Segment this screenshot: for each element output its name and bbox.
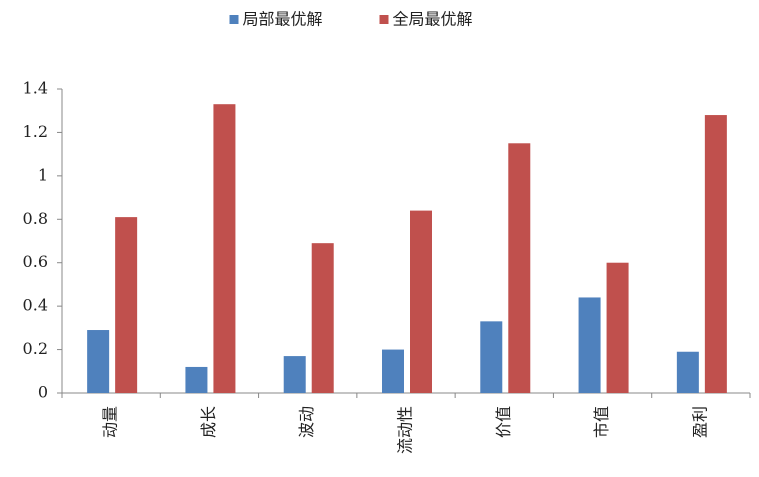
y-tick-label: 1.4: [23, 79, 48, 98]
bar: [311, 243, 334, 393]
bar: [115, 217, 138, 393]
legend-label: 全局最优解: [393, 10, 473, 29]
x-tick-label: 流动性: [396, 406, 415, 454]
bar: [508, 143, 531, 393]
y-tick-label: 0.6: [23, 252, 48, 271]
x-tick-label: 波动: [297, 406, 316, 438]
x-tick-label: 动量: [101, 406, 120, 438]
bar: [480, 321, 503, 393]
bar: [382, 349, 404, 393]
bar: [185, 366, 208, 393]
y-tick-label: 0.4: [23, 296, 48, 315]
y-tick-label: 0.8: [23, 209, 48, 228]
y-tick-label: 1: [38, 165, 48, 184]
bar: [578, 297, 601, 393]
legend-swatch: [229, 15, 239, 24]
legend-swatch: [379, 15, 389, 24]
x-tick-label: 市值: [592, 406, 611, 438]
y-tick-label: 1.2: [23, 122, 48, 141]
bar: [87, 330, 110, 393]
bar: [704, 115, 727, 394]
bar: [213, 104, 236, 393]
x-tick-label: 价值: [494, 406, 513, 438]
bar: [410, 210, 432, 393]
y-tick-label: 0: [38, 383, 48, 402]
x-tick-label: 成长: [199, 406, 218, 438]
bar: [606, 262, 629, 393]
y-tick-label: 0.2: [23, 339, 48, 358]
bar: [676, 351, 699, 393]
legend-label: 局部最优解: [243, 10, 323, 29]
x-tick-label: 盈利: [690, 406, 709, 438]
bar: [283, 356, 306, 393]
